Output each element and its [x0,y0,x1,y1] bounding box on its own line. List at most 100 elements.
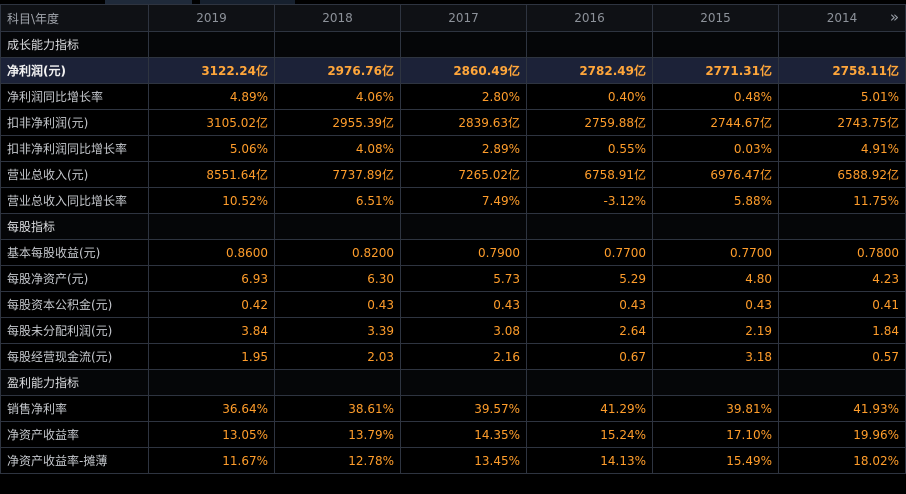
table-body: 成长能力指标 净利润(元) 3122.24亿 2976.76亿 2860.49亿 2782… [0,31,906,474]
table-row[interactable]: 营业总收入(元) 8551.64亿 7737.89亿 7265.02亿 6758.91亿… [0,161,906,188]
value-cell: 6.51% [274,187,401,214]
table-row[interactable]: 每股资本公积金(元) 0.42 0.43 0.43 0.43 0.43 0.41 [0,291,906,318]
value-cell: 0.55% [526,135,653,162]
value-cell: 13.79% [274,421,401,448]
value-cell: 7737.89亿 [274,161,401,188]
table-row[interactable]: 营业总收入同比增长率 10.52% 6.51% 7.49% -3.12% 5.88% 11.… [0,187,906,214]
value-cell: -3.12% [526,187,653,214]
year-header-2017[interactable]: 2017 [400,4,527,32]
table-row[interactable]: 净利润同比增长率 4.89% 4.06% 2.80% 0.40% 0.48% 5.01% [0,83,906,110]
empty-cell [778,369,906,396]
year-header-2014[interactable]: 2014 » [778,4,906,32]
section-label: 每股指标 [0,213,149,240]
table-row[interactable]: 净利润(元) 3122.24亿 2976.76亿 2860.49亿 2782.49亿 27… [0,57,906,84]
value-cell: 2839.63亿 [400,109,527,136]
top-tab-2[interactable] [200,0,295,4]
value-cell: 7265.02亿 [400,161,527,188]
value-cell: 6758.91亿 [526,161,653,188]
empty-cell [274,369,401,396]
year-header-2015[interactable]: 2015 [652,4,779,32]
empty-cell [274,31,401,58]
value-cell: 0.7700 [652,239,779,266]
row-label: 每股经营现金流(元) [0,343,149,370]
value-cell: 3.08 [400,317,527,344]
value-cell: 1.84 [778,317,906,344]
value-cell: 10.52% [148,187,275,214]
year-header-2014-label: 2014 [826,11,858,25]
value-cell: 8551.64亿 [148,161,275,188]
value-cell: 0.7900 [400,239,527,266]
table-row[interactable]: 每股未分配利润(元) 3.84 3.39 3.08 2.64 2.19 1.84 [0,317,906,344]
value-cell: 5.06% [148,135,275,162]
double-chevron-right-icon[interactable]: » [889,8,899,26]
value-cell: 0.8600 [148,239,275,266]
top-tab-1[interactable] [105,0,192,4]
empty-cell [526,369,653,396]
value-cell: 4.80 [652,265,779,292]
value-cell: 2.80% [400,83,527,110]
section-header-row: 盈利能力指标 [0,369,906,396]
value-cell: 39.81% [652,395,779,422]
value-cell: 6588.92亿 [778,161,906,188]
table-row[interactable]: 基本每股收益(元) 0.8600 0.8200 0.7900 0.7700 0.7700 0… [0,239,906,266]
value-cell: 2758.11亿 [778,57,906,84]
empty-cell [778,31,906,58]
value-cell: 2.03 [274,343,401,370]
value-cell: 38.61% [274,395,401,422]
value-cell: 2.19 [652,317,779,344]
table-row[interactable]: 扣非净利润同比增长率 5.06% 4.08% 2.89% 0.55% 0.03% 4.91% [0,135,906,162]
year-header-2018[interactable]: 2018 [274,4,401,32]
empty-cell [652,213,779,240]
empty-cell [778,213,906,240]
section-header-row: 每股指标 [0,213,906,240]
value-cell: 17.10% [652,421,779,448]
value-cell: 0.57 [778,343,906,370]
table-row[interactable]: 销售净利率 36.64% 38.61% 39.57% 41.29% 39.81% 41.93… [0,395,906,422]
value-cell: 0.03% [652,135,779,162]
value-cell: 5.73 [400,265,527,292]
row-label: 每股未分配利润(元) [0,317,149,344]
value-cell: 2976.76亿 [274,57,401,84]
value-cell: 0.43 [400,291,527,318]
value-cell: 3.18 [652,343,779,370]
value-cell: 5.29 [526,265,653,292]
table-row[interactable]: 净资产收益率-摊薄 11.67% 12.78% 13.45% 14.13% 15.49% 1… [0,447,906,474]
empty-cell [148,369,275,396]
value-cell: 6.30 [274,265,401,292]
row-label: 净资产收益率 [0,421,149,448]
financial-indicators-table: 科目\年度 2019 2018 2017 2016 2015 2014 » 成长… [0,4,906,474]
header-label: 科目\年度 [0,4,149,32]
row-label: 营业总收入同比增长率 [0,187,149,214]
value-cell: 3.39 [274,317,401,344]
value-cell: 5.88% [652,187,779,214]
value-cell: 13.05% [148,421,275,448]
header-row: 科目\年度 2019 2018 2017 2016 2015 2014 » [0,4,906,32]
value-cell: 2955.39亿 [274,109,401,136]
empty-cell [652,31,779,58]
value-cell: 41.93% [778,395,906,422]
value-cell: 3.84 [148,317,275,344]
value-cell: 0.8200 [274,239,401,266]
table-row[interactable]: 净资产收益率 13.05% 13.79% 14.35% 15.24% 17.10% 19.9… [0,421,906,448]
empty-cell [526,213,653,240]
row-label: 净资产收益率-摊薄 [0,447,149,474]
value-cell: 11.75% [778,187,906,214]
value-cell: 6976.47亿 [652,161,779,188]
value-cell: 5.01% [778,83,906,110]
value-cell: 13.45% [400,447,527,474]
value-cell: 0.40% [526,83,653,110]
row-label: 扣非净利润(元) [0,109,149,136]
table-row[interactable]: 每股净资产(元) 6.93 6.30 5.73 5.29 4.80 4.23 [0,265,906,292]
year-header-2016[interactable]: 2016 [526,4,653,32]
table-row[interactable]: 每股经营现金流(元) 1.95 2.03 2.16 0.67 3.18 0.57 [0,343,906,370]
value-cell: 0.43 [274,291,401,318]
value-cell: 6.93 [148,265,275,292]
top-tab-strip [0,0,906,4]
row-label: 每股资本公积金(元) [0,291,149,318]
section-label: 盈利能力指标 [0,369,149,396]
year-header-2019[interactable]: 2019 [148,4,275,32]
value-cell: 2.64 [526,317,653,344]
value-cell: 41.29% [526,395,653,422]
table-row[interactable]: 扣非净利润(元) 3105.02亿 2955.39亿 2839.63亿 2759.88亿… [0,109,906,136]
value-cell: 12.78% [274,447,401,474]
